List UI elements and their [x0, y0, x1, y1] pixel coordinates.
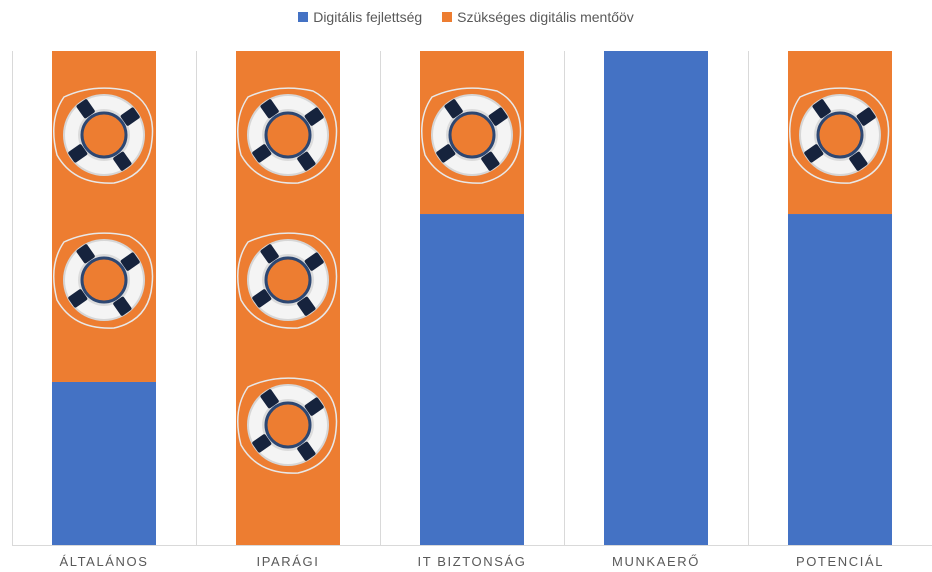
bar-digital-maturity-5[interactable]: [788, 214, 892, 545]
bar-digital-maturity-1[interactable]: [52, 381, 156, 545]
x-tick-label: IT BIZTONSÁG: [417, 554, 526, 569]
x-axis-ticks: ÁLTALÁNOS IPARÁGI IT BIZTONSÁG MUNKAERŐ POTE…: [59, 554, 884, 569]
x-tick-label: MUNKAERŐ: [612, 554, 700, 569]
legend-swatch-series-2: [442, 12, 453, 22]
bar-digital-maturity-3[interactable]: [420, 214, 524, 545]
x-tick-label: POTENCIÁL: [796, 554, 884, 569]
grid-layer: [12, 51, 932, 546]
x-tick-label: IPARÁGI: [257, 554, 320, 569]
legend-label-series-1: Digitális fejlettség: [313, 9, 423, 25]
x-tick-label: ÁLTALÁNOS: [59, 554, 148, 569]
legend-label-series-2: Szükséges digitális mentőöv: [457, 9, 634, 25]
legend: Digitális fejlettség Szükséges digitális…: [0, 9, 932, 25]
legend-item-series-2[interactable]: Szükséges digitális mentőöv: [442, 9, 634, 25]
bar-digital-maturity-4[interactable]: [604, 51, 708, 545]
legend-swatch-series-1: [298, 12, 309, 22]
legend-item-series-1[interactable]: Digitális fejlettség: [298, 9, 422, 25]
